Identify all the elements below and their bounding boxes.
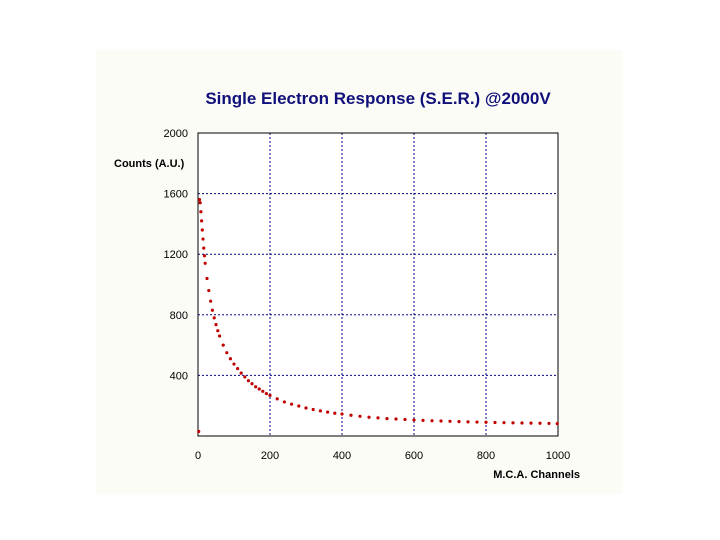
data-point-0-3 (199, 210, 203, 214)
x-axis-label: M.C.A. Channels (493, 469, 580, 481)
data-point-0-47 (394, 417, 398, 421)
data-point-0-29 (261, 389, 265, 393)
data-point-0-45 (376, 416, 380, 420)
x-tick-label-2: 400 (333, 450, 351, 462)
data-point-0-42 (349, 413, 353, 417)
data-point-0-24 (243, 375, 247, 379)
data-point-0-63 (538, 421, 542, 425)
data-point-0-46 (385, 416, 389, 421)
data-point-0-11 (207, 288, 211, 293)
data-point-0-36 (304, 406, 308, 410)
data-points (197, 198, 559, 434)
chart-svg: 0 200 400 600 800 1000 400 800 1200 1600 2000 Sin… (114, 89, 580, 481)
y-tick-label-0: 400 (170, 370, 188, 382)
plot-frame (197, 132, 559, 437)
y-tick-labels: 400 800 1200 1600 2000 (164, 128, 188, 382)
data-point-0-26 (250, 382, 254, 386)
y-tick-label-2: 1200 (164, 249, 188, 261)
data-point-0-0 (197, 429, 201, 434)
x-tick-label-0: 0 (195, 450, 201, 462)
data-point-0-8 (202, 254, 207, 258)
data-point-0-50 (421, 418, 425, 422)
data-point-0-58 (493, 420, 497, 425)
data-point-0-17 (218, 334, 222, 338)
data-point-0-30 (264, 391, 268, 396)
data-point-0-14 (212, 316, 216, 320)
data-point-0-44 (367, 415, 371, 419)
data-point-0-18 (221, 343, 225, 347)
x-tick-label-1: 200 (261, 450, 279, 462)
data-point-0-54 (457, 420, 461, 424)
y-tick-label-1: 800 (170, 310, 188, 322)
data-point-0-62 (529, 421, 533, 425)
data-point-0-6 (201, 237, 205, 241)
data-point-0-12 (209, 299, 213, 303)
data-point-0-20 (228, 357, 232, 361)
data-point-0-25 (246, 379, 250, 383)
data-point-0-57 (484, 420, 488, 424)
data-point-0-34 (290, 402, 294, 406)
data-point-0-13 (210, 308, 214, 312)
y-tick-label-3: 1600 (164, 189, 188, 201)
data-point-0-41 (340, 412, 344, 416)
chart-title: Single Electron Response (S.E.R.) @2000V (205, 89, 551, 108)
data-point-0-59 (502, 421, 506, 425)
data-point-0-15 (214, 323, 218, 327)
data-point-0-21 (232, 362, 236, 366)
data-point-0-38 (318, 409, 322, 413)
data-point-0-1 (197, 198, 202, 202)
data-point-0-52 (439, 419, 443, 423)
data-point-0-23 (239, 371, 243, 375)
x-tick-labels: 0 200 400 600 800 1000 (195, 450, 570, 462)
data-point-0-61 (520, 421, 524, 425)
plot-area (198, 133, 558, 436)
data-point-0-40 (333, 411, 337, 415)
gridlines (198, 133, 558, 436)
data-point-0-35 (297, 404, 301, 408)
data-point-0-16 (216, 329, 220, 333)
data-point-0-56 (475, 420, 479, 424)
data-point-0-65 (555, 421, 559, 426)
data-point-0-4 (200, 219, 204, 223)
data-point-0-49 (412, 418, 416, 422)
data-point-0-39 (326, 410, 330, 414)
data-point-0-37 (311, 407, 315, 412)
data-point-0-5 (200, 228, 204, 232)
x-tick-label-3: 600 (405, 450, 423, 462)
data-point-0-22 (236, 366, 240, 371)
data-point-0-31 (268, 393, 272, 397)
data-point-0-32 (275, 397, 279, 401)
data-point-0-19 (225, 351, 229, 355)
data-point-0-53 (448, 419, 452, 423)
data-point-0-60 (511, 421, 515, 425)
data-point-0-9 (203, 261, 207, 265)
data-point-0-2 (198, 201, 202, 205)
x-tick-label-4: 800 (477, 450, 495, 462)
data-point-0-48 (403, 417, 407, 422)
data-point-0-33 (282, 400, 286, 404)
data-point-0-55 (466, 420, 470, 424)
data-point-0-43 (358, 414, 362, 418)
y-axis-label: Counts (A.U.) (114, 158, 185, 170)
data-point-0-51 (430, 419, 434, 423)
y-tick-label-4: 2000 (164, 128, 188, 140)
data-point-0-27 (254, 385, 258, 389)
data-point-0-7 (202, 246, 206, 250)
data-point-0-64 (547, 421, 551, 426)
x-tick-label-5: 1000 (546, 450, 570, 462)
chart-figure: 0 200 400 600 800 1000 400 800 1200 1600 2000 Sin… (96, 50, 623, 494)
data-point-0-28 (257, 387, 261, 391)
data-point-0-10 (205, 276, 209, 281)
